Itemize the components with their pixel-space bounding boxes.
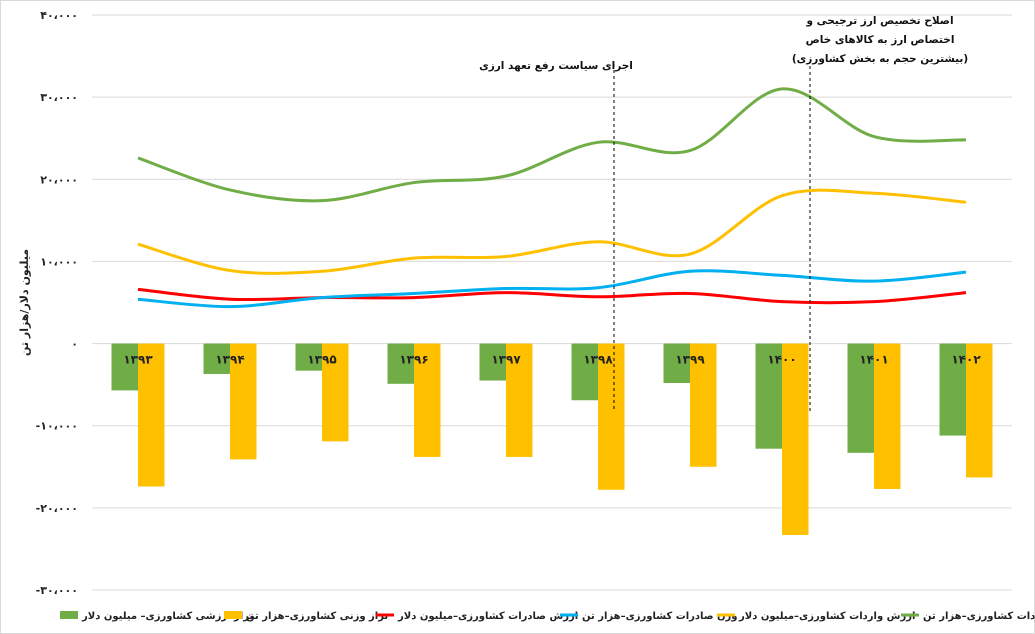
bar xyxy=(598,343,625,490)
annotation-text: اجرای سیاست رفع تعهد ارزی xyxy=(479,60,633,72)
annotation-text: (بیشترین حجم به بخش کشاورزی) xyxy=(792,53,968,65)
bar xyxy=(138,343,165,487)
legend-label: تراز ارزشی کشاورزی– میلیون دلار xyxy=(81,611,253,622)
bar xyxy=(230,343,257,460)
series-line xyxy=(137,287,967,305)
annotation-text: اختصاص ارز به کالاهای خاص xyxy=(806,34,955,46)
y-tick-label: ۴۰،۰۰۰ xyxy=(40,9,78,22)
bar xyxy=(295,343,322,371)
bar xyxy=(322,343,349,442)
category-label: ۱۳۹۳ xyxy=(123,353,153,367)
y-tick-label: ۲۰،۰۰۰ xyxy=(40,173,78,186)
bar xyxy=(939,343,966,436)
legend-label: ارزش واردات کشاورزی–میلیون دلار xyxy=(738,611,915,622)
category-label: ۱۴۰۰ xyxy=(767,353,796,367)
bar xyxy=(506,343,533,457)
category-label: ۱۴۰۱ xyxy=(859,353,888,367)
bar xyxy=(203,343,230,374)
series-line xyxy=(137,269,967,309)
y-tick-label: -۳۰،۰۰۰ xyxy=(36,584,78,597)
bar xyxy=(414,343,441,457)
y-tick-label: -۲۰،۰۰۰ xyxy=(36,502,78,515)
category-label: ۱۳۹۸ xyxy=(583,353,613,367)
y-tick-label: ۳۰،۰۰۰ xyxy=(40,91,78,104)
legend-label: ارزش صادرات کشاورزی–میلیون دلار xyxy=(397,611,578,622)
bar xyxy=(690,343,717,467)
legend-swatch xyxy=(224,611,242,619)
category-label: ۱۴۰۲ xyxy=(951,353,981,367)
category-label: ۱۳۹۴ xyxy=(215,353,244,367)
bar xyxy=(847,343,874,453)
bar xyxy=(755,343,782,449)
category-label: ۱۳۹۵ xyxy=(307,353,336,367)
annotation-text: اصلاح تخصیص ارز ترجیحی و xyxy=(805,15,953,27)
bar xyxy=(966,343,993,478)
legend-label: وزن صادرات کشاورزی–هزار تن xyxy=(582,611,737,622)
series-line xyxy=(137,87,967,203)
legend-label: وزن واردات کشاورزی–هزار تن xyxy=(923,611,1035,622)
category-label: ۱۳۹۶ xyxy=(399,353,428,367)
bar xyxy=(874,343,901,489)
legend-label: تراز وزنی کشاورزی–هزار تن xyxy=(246,611,388,622)
series-line xyxy=(137,188,967,275)
legend-swatch xyxy=(60,611,78,619)
category-label: ۱۳۹۷ xyxy=(491,353,521,367)
bar xyxy=(387,343,414,384)
y-tick-label: ۰ xyxy=(71,338,78,351)
y-axis-title: میلیون دلار/هزار تن xyxy=(18,249,31,356)
y-tick-label: ۱۰،۰۰۰ xyxy=(40,255,78,268)
bar xyxy=(663,343,690,383)
bar xyxy=(111,343,138,391)
category-label: ۱۳۹۹ xyxy=(675,353,705,367)
bar xyxy=(479,343,506,381)
bar xyxy=(571,343,598,401)
y-tick-label: -۱۰،۰۰۰ xyxy=(36,420,78,433)
bar xyxy=(782,343,809,535)
